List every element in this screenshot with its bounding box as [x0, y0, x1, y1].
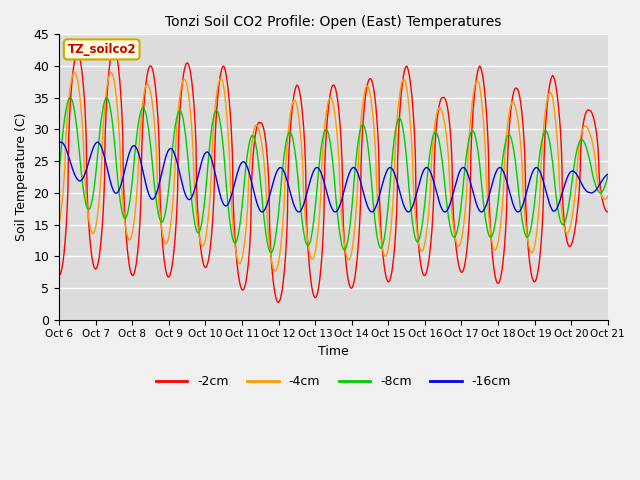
Legend: -2cm, -4cm, -8cm, -16cm: -2cm, -4cm, -8cm, -16cm: [151, 371, 516, 394]
Title: Tonzi Soil CO2 Profile: Open (East) Temperatures: Tonzi Soil CO2 Profile: Open (East) Temp…: [165, 15, 502, 29]
Y-axis label: Soil Temperature (C): Soil Temperature (C): [15, 113, 28, 241]
Text: TZ_soilco2: TZ_soilco2: [67, 43, 136, 56]
X-axis label: Time: Time: [318, 345, 349, 358]
